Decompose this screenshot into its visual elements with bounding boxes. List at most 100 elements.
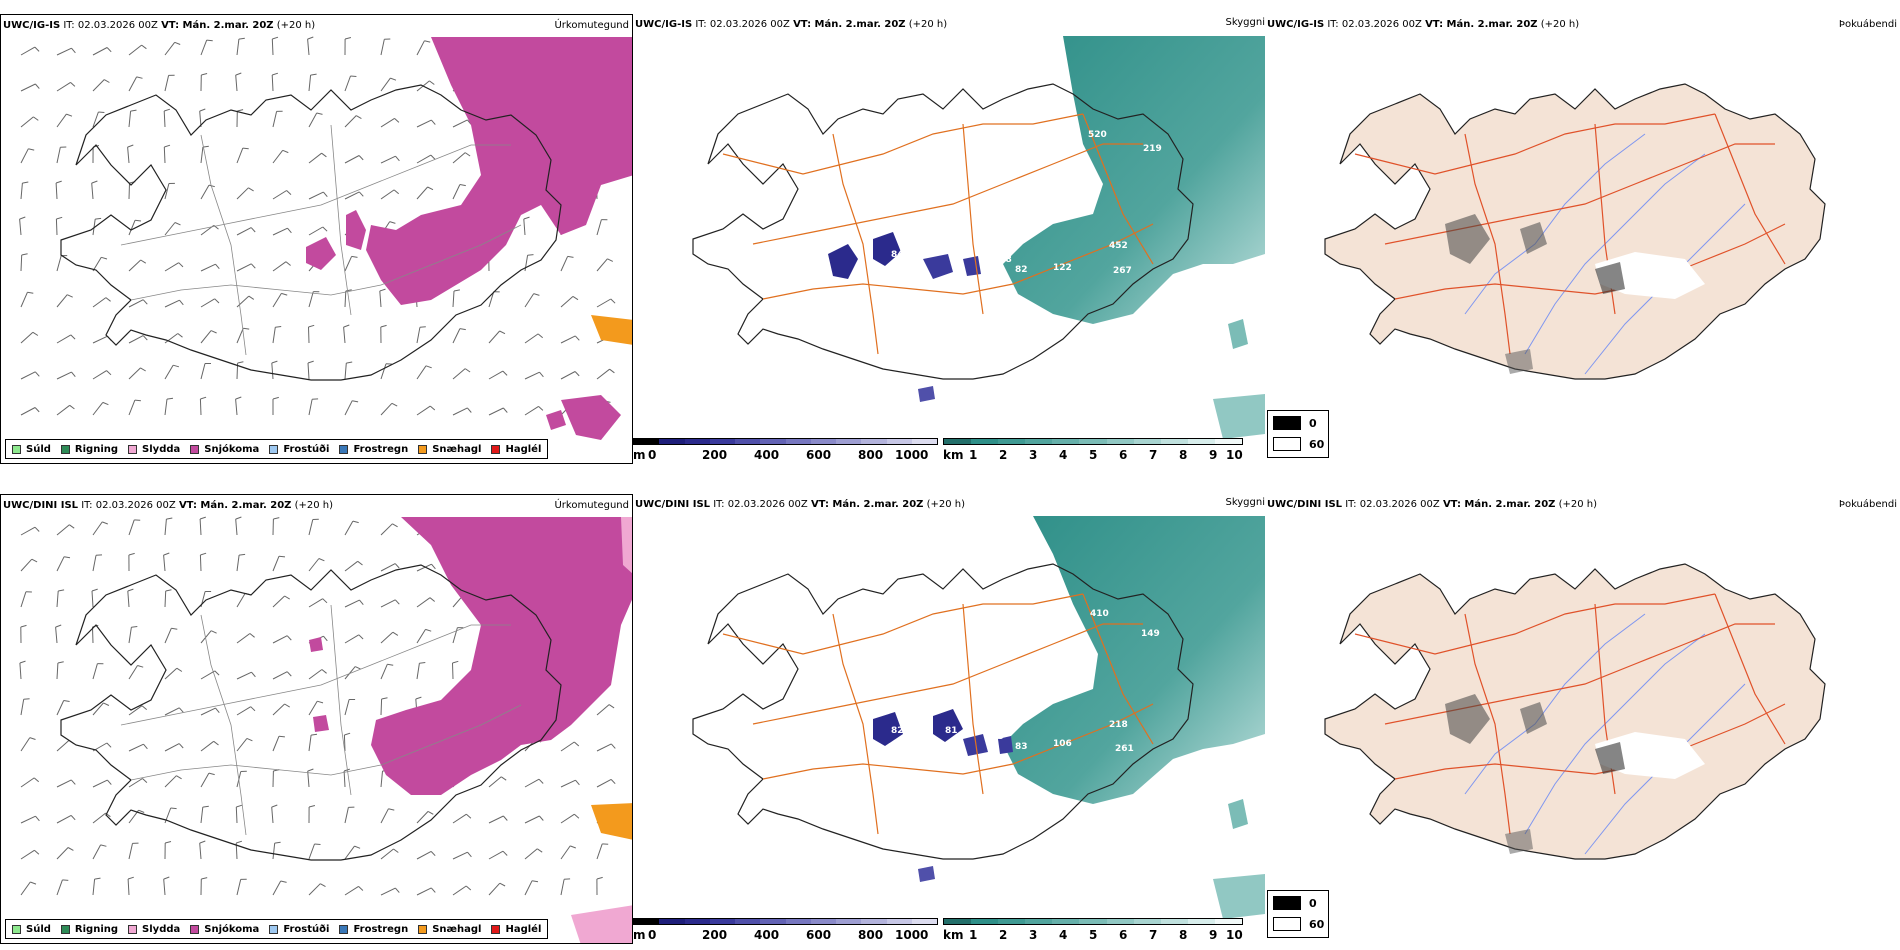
wind-barb-flag [21, 253, 28, 256]
wind-barb [344, 290, 347, 308]
precip-value-label: 229 [1057, 666, 1076, 676]
precip-type-map [19, 36, 632, 440]
panel-title: Úrkomutegund [554, 500, 629, 511]
wind-barb [596, 368, 610, 380]
wind-barb-flag [128, 552, 135, 556]
fog-panel-row1: UWC/IG-IS IT: 02.03.2026 00Z VT: Mán. 2.… [1265, 14, 1900, 464]
colorbar-swatch [911, 439, 937, 444]
colorbar-tick: 600 [806, 928, 832, 942]
wind-barb [524, 255, 529, 272]
wind-barb [128, 44, 142, 56]
colorbar-height: m 0 200 400 600 800 1000 [633, 918, 938, 944]
wind-barb-flag [379, 288, 386, 292]
wind-barb [92, 555, 97, 572]
wind-barb-flag [127, 144, 134, 148]
colorbar-tick: 200 [702, 928, 728, 942]
colorbar-swatch [760, 919, 786, 924]
wind-barb [92, 626, 94, 644]
wind-barb [560, 371, 576, 380]
wind-barb [164, 222, 176, 236]
wind-barb [380, 771, 383, 788]
colorbar-tick: 0 [648, 928, 657, 942]
wind-barb-flag [284, 703, 290, 708]
wind-barb [380, 117, 395, 128]
wind-barb [128, 111, 132, 128]
legend-swatch [60, 444, 70, 454]
wind-barb-flag [350, 75, 357, 77]
wind-barb-flag [311, 733, 318, 736]
wind-barb-flag [239, 553, 246, 556]
wind-barb-flag [321, 152, 327, 158]
wind-barb-flag [430, 887, 436, 893]
legend-item: Snjókoma [190, 444, 259, 455]
colorbar-tick: 10 [1226, 448, 1243, 462]
wind-barb [236, 593, 246, 608]
wind-barb [128, 843, 133, 860]
wind-barb [20, 331, 34, 344]
fog-map [1324, 563, 1826, 860]
wind-barb-flag [66, 113, 73, 117]
wind-barb [416, 154, 432, 164]
wind-barb [344, 845, 355, 860]
wind-barb [56, 662, 59, 680]
wind-barb [235, 399, 238, 416]
wind-barb [344, 363, 347, 380]
wind-barb [308, 326, 310, 344]
wind-barb-flag [465, 885, 472, 891]
wind-barb-flag [287, 227, 292, 234]
wind-barb [271, 807, 274, 824]
wind-barb-flag [464, 152, 471, 157]
precip-value-label: 267 [1113, 266, 1132, 276]
colorbar-tick: 4 [1059, 928, 1068, 942]
wind-barb-flag [214, 670, 220, 676]
iceland-outline [60, 564, 562, 861]
wind-barb-flag [103, 702, 110, 706]
colorbar-swatch [998, 919, 1026, 924]
wind-barb-flag [352, 520, 359, 524]
wind-barb-flag [178, 262, 184, 268]
wind-barb-flag [316, 112, 323, 115]
wind-barb [380, 887, 396, 896]
wind-barb [596, 704, 610, 716]
wind-barb [200, 707, 216, 716]
wind-barb-flag [523, 216, 530, 220]
colorbar-swatch [1187, 919, 1215, 924]
wind-barb-flag [419, 326, 426, 328]
wind-barb-flag [424, 40, 431, 43]
wind-barb-flag [246, 737, 253, 742]
wind-barb-flag [166, 397, 174, 400]
wind-barb-flag [103, 79, 110, 83]
wind-barb [128, 335, 144, 344]
wind-barb [416, 405, 431, 416]
wind-barb [272, 293, 282, 308]
ceiling-area [1003, 36, 1265, 324]
wind-barb-flag [91, 588, 98, 592]
wind-barb [128, 627, 132, 644]
wind-barb-flag [467, 407, 472, 413]
colorbar-swatch [861, 439, 887, 444]
wind-barb-flag [200, 396, 207, 400]
wind-barb [308, 883, 321, 896]
wind-barb-flag [250, 227, 256, 233]
wind-barb-flag [466, 813, 472, 819]
wind-barb-flag [323, 635, 328, 642]
wind-barb-flag [215, 707, 220, 714]
wind-barb-flag [286, 190, 292, 195]
wind-barb [343, 327, 346, 344]
colorbar-tick: 1000 [895, 928, 929, 942]
wind-barb-flag [106, 47, 112, 53]
cloud-base-area [828, 244, 858, 279]
wind-barb [20, 849, 35, 860]
colorbar-tick: 400 [754, 448, 780, 462]
wind-barb-flag [177, 333, 183, 338]
wind-barb [272, 111, 278, 128]
legend-item: Slydda [128, 924, 180, 935]
colorbar-swatch [709, 919, 735, 924]
wind-barb [596, 258, 608, 272]
wind-barb-flag [163, 876, 170, 880]
colorbar-swatch [911, 919, 937, 924]
colorbar-swatch [836, 919, 862, 924]
wind-barb [56, 255, 62, 272]
wind-barb [128, 778, 143, 788]
wind-barb [164, 299, 180, 308]
